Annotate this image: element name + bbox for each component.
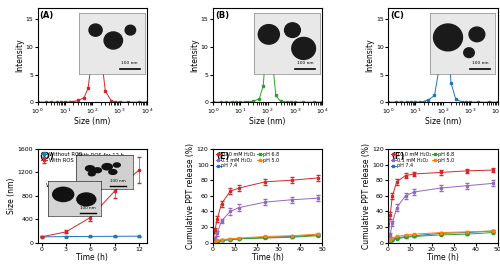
Y-axis label: Cumulative PPT release (%): Cumulative PPT release (%) — [362, 143, 370, 249]
X-axis label: Time (h): Time (h) — [252, 253, 284, 262]
X-axis label: Size (nm): Size (nm) — [250, 117, 286, 126]
Legend: 10.0 mM H₂O₂, 0.1 mM H₂O₂, pH 7.4, pH 6.8, pH 5.0: 10.0 mM H₂O₂, 0.1 mM H₂O₂, pH 7.4, pH 6.… — [390, 151, 455, 169]
Text: With ROS for 12 h: With ROS for 12 h — [77, 153, 124, 158]
Text: (B): (B) — [215, 11, 229, 20]
Text: (C): (C) — [390, 11, 404, 20]
Text: (D): (D) — [40, 152, 54, 161]
Y-axis label: Cumulative PPT release (%): Cumulative PPT release (%) — [186, 143, 196, 249]
X-axis label: Size (nm): Size (nm) — [74, 117, 110, 126]
Text: (A): (A) — [40, 11, 54, 20]
Y-axis label: Size (nm): Size (nm) — [8, 178, 16, 214]
Text: (E): (E) — [216, 152, 230, 161]
Legend: 10.0 mM H₂O₂, 0.1 mM H₂O₂, pH 7.4, pH 6.8, pH 5.0: 10.0 mM H₂O₂, 0.1 mM H₂O₂, pH 7.4, pH 6.… — [215, 151, 280, 169]
Y-axis label: Intensity: Intensity — [366, 39, 374, 72]
Text: Without ROS for 12 h: Without ROS for 12 h — [46, 183, 102, 188]
Y-axis label: Intensity: Intensity — [190, 39, 200, 72]
Y-axis label: Intensity: Intensity — [15, 39, 24, 72]
Legend: Without ROS, With ROS: Without ROS, With ROS — [40, 151, 82, 164]
Text: (F): (F) — [392, 152, 404, 161]
X-axis label: Size (nm): Size (nm) — [424, 117, 461, 126]
X-axis label: Time (h): Time (h) — [427, 253, 458, 262]
X-axis label: Time (h): Time (h) — [76, 253, 108, 262]
